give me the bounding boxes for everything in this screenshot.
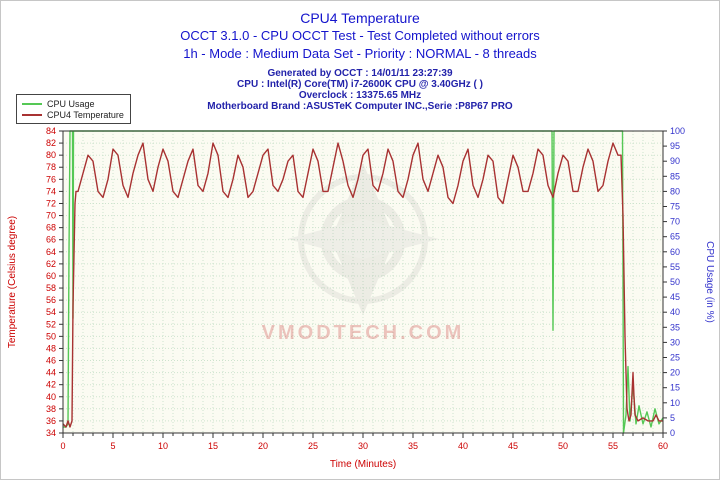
svg-text:80: 80 bbox=[46, 150, 56, 160]
svg-text:75: 75 bbox=[670, 202, 680, 212]
svg-text:25: 25 bbox=[670, 353, 680, 363]
legend-label-cpu4-temperature: CPU4 Temperature bbox=[47, 109, 124, 120]
svg-text:0: 0 bbox=[670, 428, 675, 438]
svg-text:50: 50 bbox=[558, 441, 568, 451]
chart-subtitle-test: OCCT 3.1.0 - CPU OCCT Test - Test Comple… bbox=[180, 28, 540, 43]
motherboard-line: Motherboard Brand :ASUSTeK Computer INC.… bbox=[207, 101, 513, 112]
chart-header: CPU4 Temperature OCCT 3.1.0 - CPU OCCT T… bbox=[1, 1, 719, 112]
watermark bbox=[287, 163, 439, 315]
svg-text:55: 55 bbox=[670, 262, 680, 272]
svg-text:65: 65 bbox=[670, 232, 680, 242]
svg-text:10: 10 bbox=[158, 441, 168, 451]
svg-text:15: 15 bbox=[208, 441, 218, 451]
svg-text:60: 60 bbox=[46, 271, 56, 281]
svg-text:40: 40 bbox=[670, 307, 680, 317]
svg-text:40: 40 bbox=[458, 441, 468, 451]
svg-text:52: 52 bbox=[46, 319, 56, 329]
svg-text:20: 20 bbox=[670, 368, 680, 378]
svg-text:46: 46 bbox=[46, 356, 56, 366]
svg-text:90: 90 bbox=[670, 156, 680, 166]
legend-swatch-cpu4-temperature bbox=[22, 113, 42, 116]
svg-text:42: 42 bbox=[46, 380, 56, 390]
svg-text:30: 30 bbox=[670, 337, 680, 347]
svg-text:54: 54 bbox=[46, 307, 56, 317]
svg-text:72: 72 bbox=[46, 199, 56, 209]
svg-text:80: 80 bbox=[670, 186, 680, 196]
svg-text:84: 84 bbox=[46, 127, 56, 136]
legend-swatch-cpu-usage bbox=[22, 102, 42, 105]
svg-text:95: 95 bbox=[670, 141, 680, 151]
svg-text:60: 60 bbox=[658, 441, 668, 451]
svg-text:Time (Minutes): Time (Minutes) bbox=[330, 459, 396, 470]
legend: CPU Usage CPU4 Temperature bbox=[16, 94, 131, 124]
legend-label-cpu-usage: CPU Usage bbox=[47, 98, 95, 109]
svg-text:40: 40 bbox=[46, 392, 56, 402]
svg-text:20: 20 bbox=[258, 441, 268, 451]
svg-text:34: 34 bbox=[46, 428, 56, 438]
svg-text:0: 0 bbox=[60, 441, 65, 451]
svg-text:64: 64 bbox=[46, 247, 56, 257]
svg-text:70: 70 bbox=[46, 211, 56, 221]
svg-text:15: 15 bbox=[670, 383, 680, 393]
svg-text:36: 36 bbox=[46, 416, 56, 426]
svg-text:68: 68 bbox=[46, 223, 56, 233]
svg-text:Temperature (Celsius degree): Temperature (Celsius degree) bbox=[7, 216, 18, 348]
chart-title: CPU4 Temperature bbox=[300, 10, 420, 26]
legend-item-cpu-usage: CPU Usage bbox=[22, 98, 124, 109]
svg-text:100: 100 bbox=[670, 127, 685, 136]
svg-text:78: 78 bbox=[46, 162, 56, 172]
svg-text:CPU Usage (in %): CPU Usage (in %) bbox=[704, 241, 715, 323]
svg-text:58: 58 bbox=[46, 283, 56, 293]
svg-text:60: 60 bbox=[670, 247, 680, 257]
svg-text:35: 35 bbox=[670, 322, 680, 332]
svg-text:66: 66 bbox=[46, 235, 56, 245]
system-info-block: Generated by OCCT : 14/01/11 23:27:39 CP… bbox=[1, 68, 719, 112]
svg-text:44: 44 bbox=[46, 368, 56, 378]
svg-text:55: 55 bbox=[608, 441, 618, 451]
svg-text:30: 30 bbox=[358, 441, 368, 451]
svg-text:50: 50 bbox=[670, 277, 680, 287]
svg-text:48: 48 bbox=[46, 343, 56, 353]
svg-text:82: 82 bbox=[46, 138, 56, 148]
svg-text:5: 5 bbox=[670, 413, 675, 423]
svg-text:50: 50 bbox=[46, 331, 56, 341]
svg-text:5: 5 bbox=[110, 441, 115, 451]
legend-item-cpu4-temperature: CPU4 Temperature bbox=[22, 109, 124, 120]
cpu-line: CPU : Intel(R) Core(TM) i7-2600K CPU @ 3… bbox=[237, 79, 483, 90]
chart-subtitle-mode: 1h - Mode : Medium Data Set - Priority :… bbox=[183, 46, 537, 61]
svg-text:76: 76 bbox=[46, 174, 56, 184]
svg-text:70: 70 bbox=[670, 217, 680, 227]
svg-text:VMODTECH.COM: VMODTECH.COM bbox=[262, 322, 465, 344]
svg-text:74: 74 bbox=[46, 186, 56, 196]
svg-text:62: 62 bbox=[46, 259, 56, 269]
generated-line: Generated by OCCT : 14/01/11 23:27:39 bbox=[267, 68, 453, 79]
svg-text:10: 10 bbox=[670, 398, 680, 408]
svg-text:56: 56 bbox=[46, 295, 56, 305]
svg-text:45: 45 bbox=[508, 441, 518, 451]
svg-text:35: 35 bbox=[408, 441, 418, 451]
overclock-line: Overclock : 13375.65 MHz bbox=[298, 90, 422, 101]
svg-text:25: 25 bbox=[308, 441, 318, 451]
svg-text:85: 85 bbox=[670, 171, 680, 181]
svg-text:45: 45 bbox=[670, 292, 680, 302]
svg-text:38: 38 bbox=[46, 404, 56, 414]
